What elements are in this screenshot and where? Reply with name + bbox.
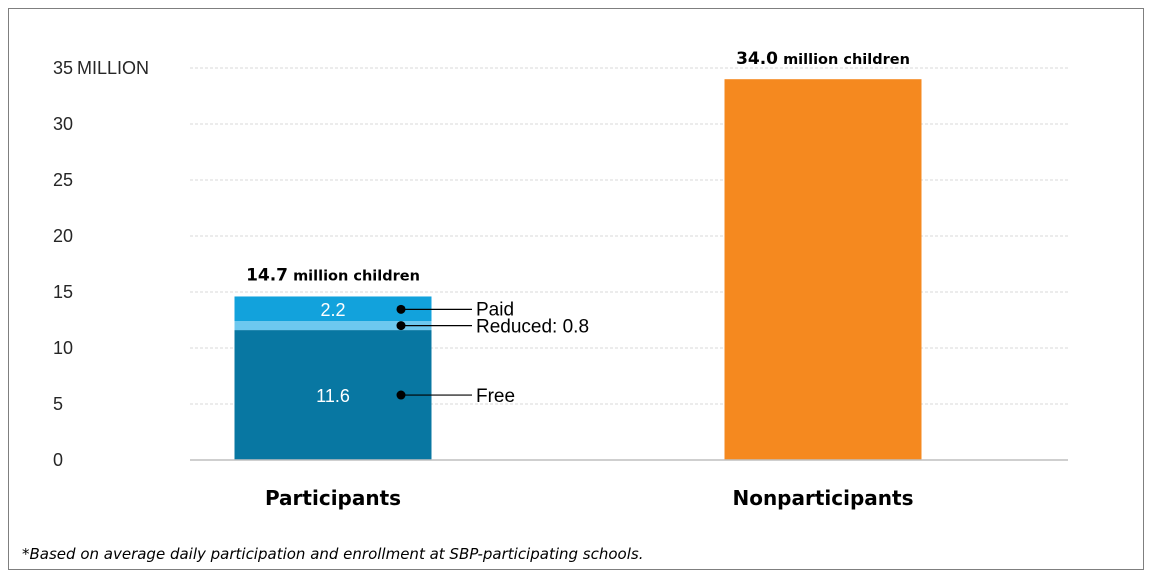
callout-free-label: Free xyxy=(476,386,515,407)
y-axis-unit-label: MILLION xyxy=(77,58,149,78)
y-tick-label: 5 xyxy=(53,394,63,414)
bar-nonparticipants xyxy=(724,79,922,460)
y-tick-label: 20 xyxy=(53,226,73,246)
footnote: *Based on average daily participation an… xyxy=(22,545,644,563)
total-label: 34.0 million children xyxy=(736,49,910,69)
total-text: million children xyxy=(778,52,910,68)
y-tick-label: 10 xyxy=(53,338,73,358)
bar-segment-reduced xyxy=(234,321,432,331)
segment-label-paid: 2.2 xyxy=(320,300,345,320)
y-tick-label: 30 xyxy=(53,114,73,134)
callout-reduced-label: Reduced: 0.8 xyxy=(476,317,589,338)
y-tick-label: 15 xyxy=(53,282,73,302)
x-category-label: Nonparticipants xyxy=(732,486,913,510)
total-value: 34.0 xyxy=(736,49,778,69)
total-text: million children xyxy=(288,268,420,284)
bars xyxy=(234,79,922,460)
x-axis-categories: Participants Nonparticipants xyxy=(265,486,914,510)
callout-paid-label: Paid xyxy=(476,299,514,320)
segment-label-free: 11.6 xyxy=(316,386,350,406)
y-tick-label: 25 xyxy=(53,170,73,190)
y-tick-label: 0 xyxy=(53,450,63,470)
chart-frame xyxy=(8,8,1144,570)
x-category-label: Participants xyxy=(265,486,401,510)
y-tick-label: 35 xyxy=(53,58,73,78)
total-label: 14.7 million children xyxy=(246,265,420,285)
y-axis-ticks: 0 5 10 15 20 25 30 35 xyxy=(53,58,73,470)
total-value: 14.7 xyxy=(246,265,288,285)
